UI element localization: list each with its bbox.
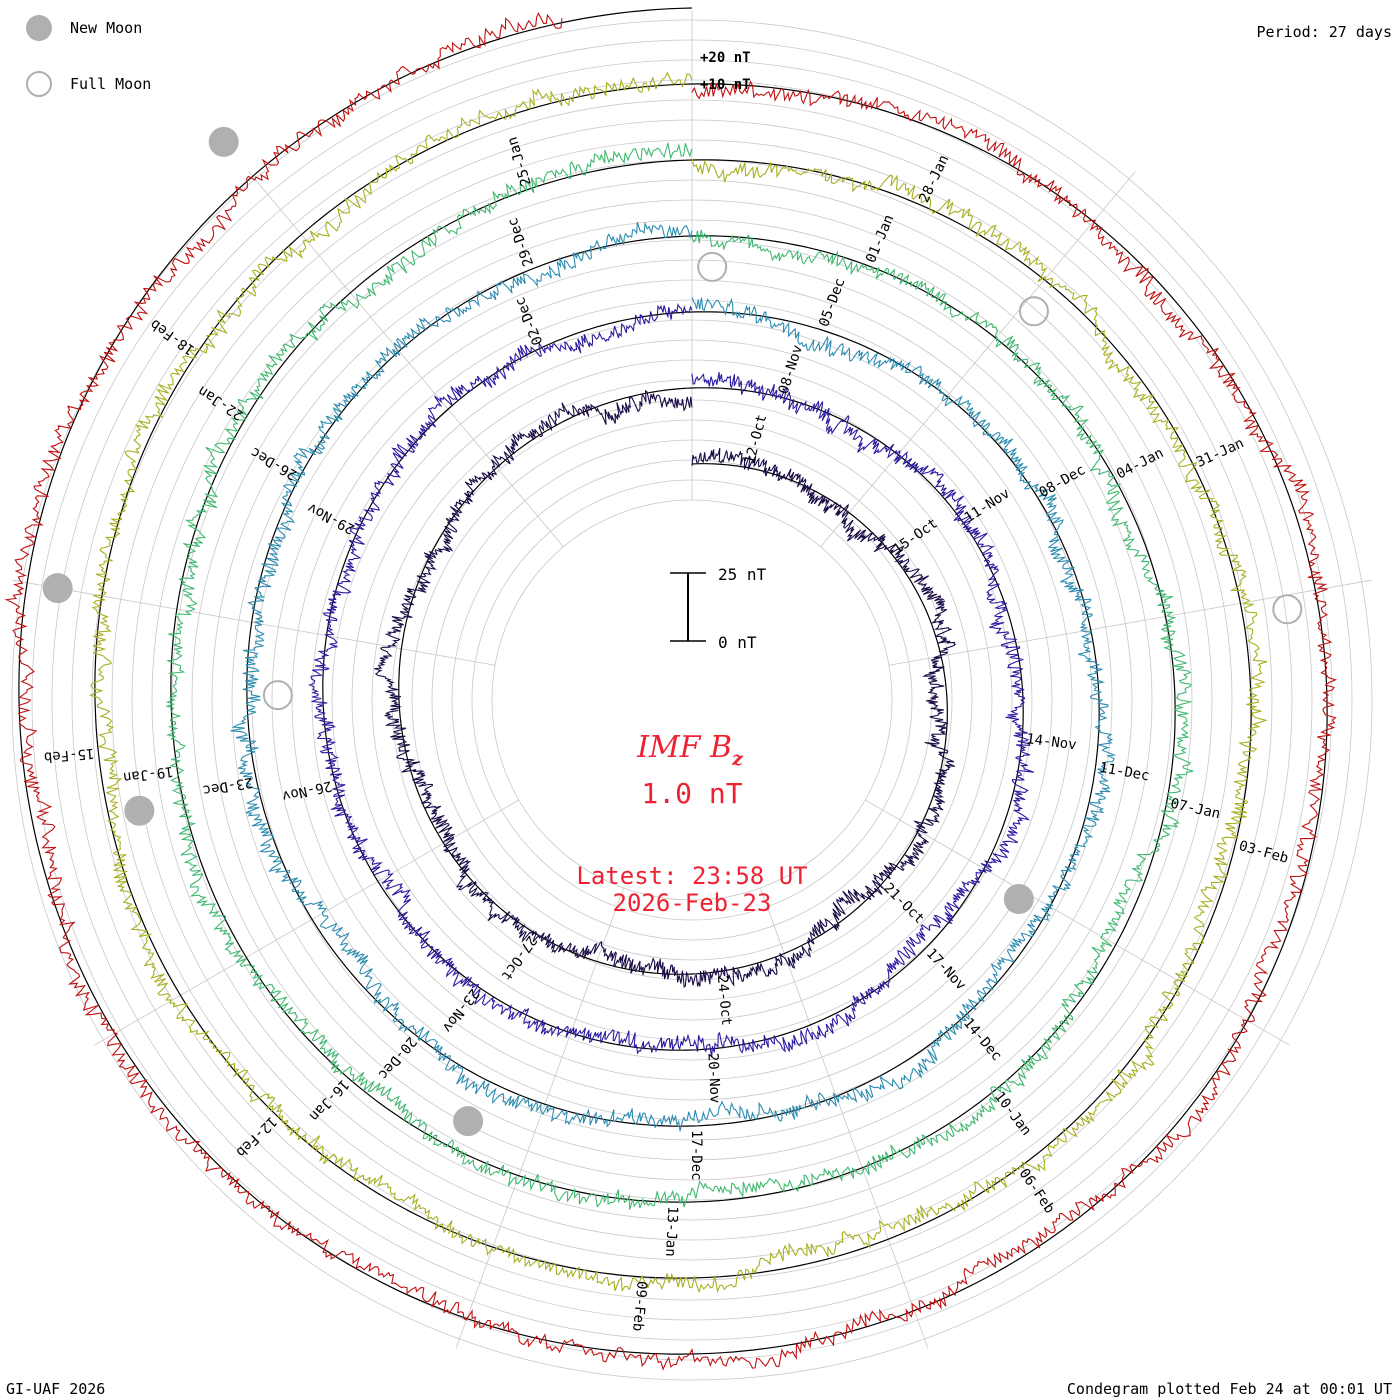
date-label: 19-Jan xyxy=(122,763,174,785)
date-label: 12-Feb xyxy=(233,1113,280,1160)
series-line-1 xyxy=(374,389,957,988)
date-label: 02-Dec xyxy=(512,294,546,347)
data-series xyxy=(4,12,1338,1371)
new-moon-marker xyxy=(1003,883,1034,914)
series-line-2 xyxy=(307,303,1034,1058)
grid-circle xyxy=(471,479,913,921)
grid-spoke xyxy=(94,799,519,1046)
ring-scale-label-20: +20 nT xyxy=(700,50,751,66)
grid-spoke xyxy=(760,887,929,1349)
date-label: 01-Jan xyxy=(863,212,897,265)
date-label: 23-Dec xyxy=(201,774,254,799)
legend-new-moon: New Moon xyxy=(26,12,142,44)
full-moon-marker xyxy=(1272,594,1303,625)
date-label: 17-Nov xyxy=(923,946,969,994)
date-label: 13-Jan xyxy=(662,1206,680,1257)
plotted-timestamp: Condegram plotted Feb 24 at 00:01 UT xyxy=(1066,1380,1392,1398)
latest-date: 2026-Feb-23 xyxy=(613,889,772,917)
grid-spoke xyxy=(820,171,1136,548)
full-moon-icon xyxy=(26,71,52,97)
date-label: 06-Feb xyxy=(1016,1166,1058,1217)
new-moon-marker xyxy=(124,795,155,826)
scale-bar-bottom-label: 0 nT xyxy=(718,633,757,652)
date-label: 08-Dec xyxy=(1037,462,1089,501)
parameter-title: IMF Bz xyxy=(636,730,744,770)
date-label: 21-Oct xyxy=(880,880,927,927)
date-label: 17-Dec xyxy=(688,1130,704,1181)
date-label: 20-Dec xyxy=(375,1033,420,1082)
moon-phase-markers xyxy=(42,126,1303,1137)
current-value: 1.0 nT xyxy=(641,777,742,810)
center-readout: IMF Bz 1.0 nT Latest: 23:58 UT 2026-Feb-… xyxy=(576,730,807,917)
scale-bar: 25 nT 0 nT xyxy=(670,565,767,652)
grid-spoke xyxy=(248,171,564,548)
date-label: 24-Oct xyxy=(714,975,735,1027)
full-moon-marker xyxy=(1018,296,1049,327)
new-moon-marker xyxy=(42,573,73,604)
date-label: 09-Feb xyxy=(629,1280,650,1332)
series-line-4 xyxy=(165,141,1194,1210)
legend-full-moon-label: Full Moon xyxy=(70,75,152,93)
date-label: 04-Jan xyxy=(1114,445,1166,482)
polar-grid xyxy=(11,10,1373,1381)
date-label: 11-Nov xyxy=(962,485,1013,526)
grid-circle xyxy=(491,499,893,901)
credit-label: GI-UAF 2026 xyxy=(6,1380,106,1398)
ring-scale-labels: +20 nT +10 nT xyxy=(700,50,751,93)
period-label: Period: 27 days xyxy=(1256,23,1392,41)
new-moon-icon xyxy=(26,15,52,41)
date-label: 10-Jan xyxy=(991,1089,1034,1139)
zero-reference-spiral xyxy=(18,7,1328,1355)
parameter-name: IMF B xyxy=(636,730,732,765)
full-moon-marker xyxy=(262,680,293,711)
series-line-6 xyxy=(4,12,1338,1371)
grid-spoke xyxy=(865,799,1290,1046)
date-label: 12-Oct xyxy=(742,413,770,466)
date-label: 14-Nov xyxy=(1025,731,1077,753)
ring-scale-label-10: +10 nT xyxy=(700,77,751,93)
date-label: 05-Dec xyxy=(816,276,848,329)
date-label: 31-Jan xyxy=(1194,435,1247,471)
date-label: 29-Nov xyxy=(305,499,357,536)
zero-reference-line xyxy=(18,7,1328,1355)
new-moon-marker xyxy=(208,126,239,157)
date-label: 29-Dec xyxy=(505,215,537,268)
legend-full-moon: Full Moon xyxy=(26,68,151,100)
series-line-5 xyxy=(89,71,1268,1294)
legend-new-moon-label: New Moon xyxy=(70,19,143,37)
date-label: 26-Dec xyxy=(248,444,300,483)
date-label: 03-Feb xyxy=(1237,838,1290,867)
grid-spoke xyxy=(12,579,496,666)
date-label: 23-Nov xyxy=(439,985,482,1035)
scale-bar-top-label: 25 nT xyxy=(718,565,767,584)
date-label: 15-Oct xyxy=(890,515,941,557)
parameter-subscript: z xyxy=(731,748,744,770)
grid-spoke xyxy=(455,887,624,1349)
date-label: 15-Feb xyxy=(43,745,95,765)
date-label: 07-Jan xyxy=(1169,796,1222,823)
full-moon-marker xyxy=(697,251,728,282)
new-moon-marker xyxy=(453,1106,484,1137)
date-label: 27-Oct xyxy=(498,932,540,983)
series-line-3 xyxy=(230,221,1117,1132)
date-label: 20-Nov xyxy=(704,1053,722,1104)
date-label: 16-Jan xyxy=(306,1076,352,1124)
grid-spoke xyxy=(888,579,1372,666)
latest-time: Latest: 23:58 UT xyxy=(576,862,807,890)
